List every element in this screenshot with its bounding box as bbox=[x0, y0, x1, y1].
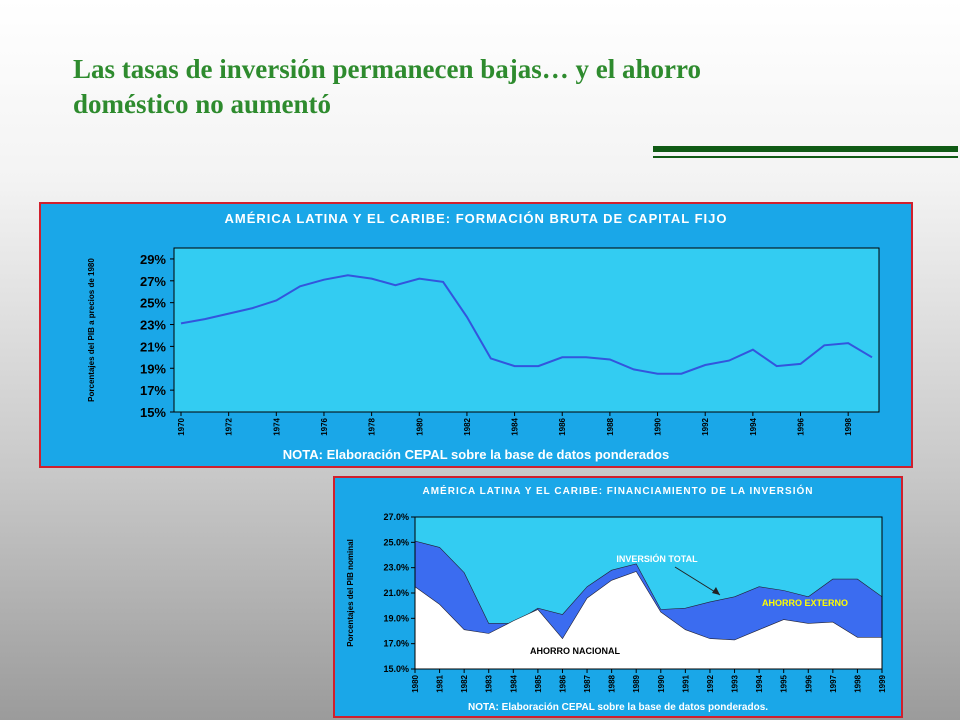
chart2-x-tick-label: 1997 bbox=[829, 674, 838, 692]
chart2-x-tick-label: 1995 bbox=[780, 674, 789, 692]
chart2-svg: AMÉRICA LATINA Y EL CARIBE: FINANCIAMIEN… bbox=[346, 484, 887, 713]
chart1-x-tick-label: 1978 bbox=[368, 417, 377, 435]
chart1-y-tick-label: 29% bbox=[140, 252, 166, 267]
chart2-x-tick-label: 1994 bbox=[755, 674, 764, 692]
chart2-x-tick-label: 1987 bbox=[583, 674, 592, 692]
chart1-x-tick-label: 1996 bbox=[797, 417, 806, 435]
chart1-x-tick-label: 1988 bbox=[606, 417, 615, 435]
chart2-y-tick-label: 27.0% bbox=[383, 512, 409, 522]
chart2-x-tick-label: 1981 bbox=[436, 674, 445, 692]
chart2-x-tick-label: 1986 bbox=[558, 674, 567, 692]
chart2-panel: AMÉRICA LATINA Y EL CARIBE: FINANCIAMIEN… bbox=[333, 476, 903, 718]
chart1-svg: AMÉRICA LATINA Y EL CARIBE: FORMACIÓN BR… bbox=[87, 211, 880, 462]
chart2-y-tick-label: 25.0% bbox=[383, 537, 409, 547]
chart1-x-tick-label: 1992 bbox=[701, 417, 710, 435]
chart2-note: NOTA: Elaboración CEPAL sobre la base de… bbox=[468, 702, 768, 713]
chart2-x-tick-label: 1985 bbox=[534, 674, 543, 692]
chart2-x-tick-label: 1996 bbox=[804, 674, 813, 692]
title-rule-thick bbox=[653, 146, 958, 152]
chart1-x-tick-label: 1998 bbox=[844, 417, 853, 435]
chart2-x-tick-label: 1991 bbox=[681, 674, 690, 692]
chart2-y-axis-label: Porcentajes del PIB nominal bbox=[346, 539, 355, 647]
chart2-x-tick-label: 1988 bbox=[608, 674, 617, 692]
chart1-x-tick-label: 1994 bbox=[749, 417, 758, 435]
chart2-x-tick-label: 1998 bbox=[853, 674, 862, 692]
chart2-x-tick-label: 1983 bbox=[485, 674, 494, 692]
chart2-x-tick-label: 1984 bbox=[509, 674, 518, 692]
chart1-x-tick-label: 1976 bbox=[320, 417, 329, 435]
annotation-ahorro-externo: AHORRO EXTERNO bbox=[762, 598, 848, 608]
chart1-plot-area bbox=[173, 247, 880, 413]
chart1-y-tick-label: 17% bbox=[140, 383, 166, 398]
chart1-y-tick-label: 25% bbox=[140, 296, 166, 311]
chart1-note: NOTA: Elaboración CEPAL sobre la base de… bbox=[283, 447, 669, 462]
chart2-x-tick-label: 1993 bbox=[731, 674, 740, 692]
chart1-y-tick-label: 23% bbox=[140, 318, 166, 333]
chart1-panel: AMÉRICA LATINA Y EL CARIBE: FORMACIÓN BR… bbox=[39, 202, 913, 468]
chart2-ahorro-nacional-area bbox=[414, 571, 883, 670]
chart1-y-axis-label: Porcentajes del PIB a precios de 1980 bbox=[87, 258, 96, 402]
chart2-x-tick-label: 1982 bbox=[460, 674, 469, 692]
chart1-x-tick-label: 1982 bbox=[463, 417, 472, 435]
chart1-title: AMÉRICA LATINA Y EL CARIBE: FORMACIÓN BR… bbox=[225, 211, 728, 226]
chart1-y-tick-label: 19% bbox=[140, 361, 166, 376]
title-rule-thin bbox=[653, 156, 958, 158]
slide-title-line-1: Las tasas de inversión permanecen bajas…… bbox=[73, 54, 701, 84]
annotation-arrow-line bbox=[674, 566, 721, 596]
slide-title: Las tasas de inversión permanecen bajas…… bbox=[73, 52, 873, 122]
chart1-x-tick-label: 1986 bbox=[558, 417, 567, 435]
chart1-x-tick-label: 1972 bbox=[225, 417, 234, 435]
chart1-x-tick-label: 1990 bbox=[654, 417, 663, 435]
annotation-ahorro-nacional: AHORRO NACIONAL bbox=[530, 646, 620, 656]
chart2-x-tick-label: 1980 bbox=[411, 674, 420, 692]
chart1-x-tick-label: 1974 bbox=[272, 417, 281, 435]
chart1-y-tick-label: 27% bbox=[140, 274, 166, 289]
chart1-y-tick-label: 15% bbox=[140, 405, 166, 420]
chart1-x-tick-label: 1984 bbox=[511, 417, 520, 435]
chart2-x-tick-label: 1999 bbox=[878, 674, 887, 692]
chart1-series-line bbox=[180, 274, 873, 375]
chart2-x-tick-label: 1989 bbox=[632, 674, 641, 692]
annotation-inversion-total: INVERSIÓN TOTAL bbox=[616, 553, 698, 564]
chart2-y-tick-label: 17.0% bbox=[383, 639, 409, 649]
annotation-arrow-head bbox=[712, 587, 720, 595]
chart2-y-tick-label: 19.0% bbox=[383, 613, 409, 623]
chart2-x-tick-label: 1992 bbox=[706, 674, 715, 692]
chart2-y-tick-label: 23.0% bbox=[383, 563, 409, 573]
chart1-y-tick-label: 21% bbox=[140, 339, 166, 354]
chart2-y-tick-label: 21.0% bbox=[383, 588, 409, 598]
chart2-y-tick-label: 15.0% bbox=[383, 664, 409, 674]
chart2-title: AMÉRICA LATINA Y EL CARIBE: FINANCIAMIEN… bbox=[423, 484, 814, 497]
chart2-x-tick-label: 1990 bbox=[657, 674, 666, 692]
chart1-x-tick-label: 1980 bbox=[415, 417, 424, 435]
chart1-x-tick-label: 1970 bbox=[177, 417, 186, 435]
slide-title-line-2: doméstico no aumentó bbox=[73, 89, 331, 119]
